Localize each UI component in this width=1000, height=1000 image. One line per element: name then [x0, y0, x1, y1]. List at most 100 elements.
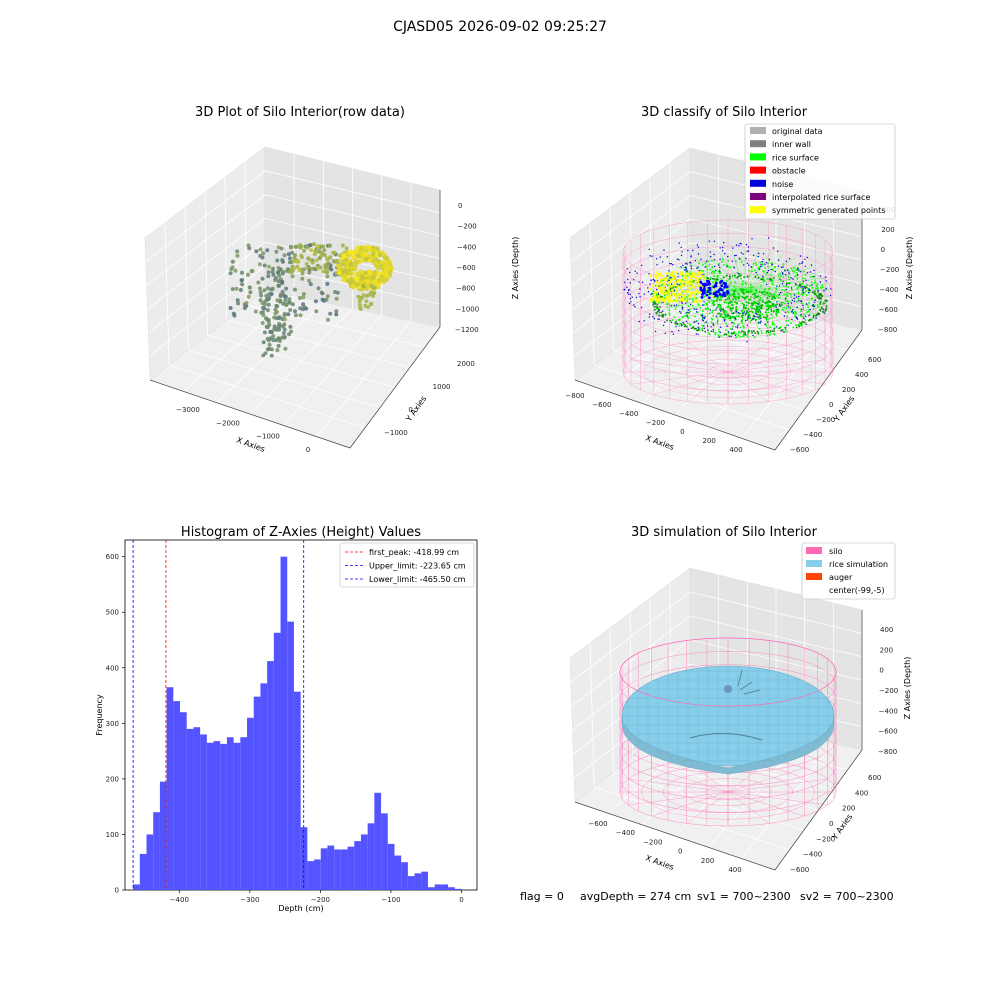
data-point: [292, 258, 297, 263]
rice-surface-point: [802, 307, 805, 309]
symmetric-point: [667, 298, 670, 302]
rice-surface-point: [747, 291, 750, 294]
noise-point: [676, 283, 679, 285]
noise-point: [809, 308, 811, 311]
symmetric-point: [694, 273, 697, 276]
noise-point: [713, 253, 715, 256]
histogram-bar: [213, 741, 221, 890]
rice-surface-point: [750, 296, 753, 298]
symmetric-point: [673, 293, 677, 296]
noise-point: [704, 266, 706, 268]
noise-point: [666, 256, 669, 258]
data-point: [372, 285, 377, 290]
data-point: [282, 317, 287, 322]
noise-point: [819, 281, 822, 283]
rice-surface-point: [743, 333, 745, 335]
rice-surface-point: [740, 319, 743, 322]
data-point: [302, 248, 307, 253]
noise-point: [634, 270, 636, 272]
histogram-bar: [300, 827, 308, 890]
rice-surface-point: [795, 324, 797, 327]
rice-surface-point: [761, 304, 764, 307]
rice-surface-point: [785, 324, 788, 327]
data-point: [228, 306, 233, 310]
rice-surface-point: [750, 302, 753, 305]
data-point: [313, 299, 318, 304]
data-point: [343, 274, 348, 280]
tick-label: 300: [106, 720, 119, 728]
noise-point: [639, 296, 641, 298]
noise-point: [805, 303, 808, 305]
noise-point: [729, 335, 731, 337]
data-point: [266, 270, 271, 275]
noise-point: [675, 304, 678, 306]
rice-surface-point: [729, 300, 732, 303]
rice-surface-point: [731, 275, 734, 277]
noise-point: [792, 308, 794, 311]
histogram-bar: [360, 834, 368, 890]
rice-surface-point: [767, 331, 770, 334]
noise-point: [784, 270, 786, 272]
rice-surface-point: [715, 278, 718, 281]
data-point: [335, 290, 340, 295]
noise-point: [808, 288, 810, 290]
data-point: [281, 331, 286, 336]
noise-point: [627, 293, 629, 295]
rice-surface-point: [747, 302, 750, 304]
rice-surface-point: [770, 313, 773, 316]
rice-surface-point: [719, 307, 722, 310]
wireframe-line: [653, 349, 729, 373]
rice-surface-point: [741, 316, 744, 319]
rice-surface-point: [711, 266, 714, 269]
rice-surface-point: [708, 332, 710, 335]
noise-point: [626, 286, 628, 288]
noise-point: [685, 268, 687, 270]
rice-surface-point: [780, 301, 783, 304]
rice-surface-point: [662, 316, 665, 318]
noise-point: [697, 253, 700, 255]
noise-point: [775, 326, 778, 328]
noise-point: [727, 331, 730, 333]
rice-surface-point: [698, 262, 700, 265]
noise-point: [804, 265, 806, 268]
rice-surface-point: [770, 277, 772, 280]
data-point: [334, 309, 339, 314]
data-point: [277, 339, 282, 343]
wireframe-line: [628, 791, 729, 806]
rice-surface-point: [656, 307, 659, 310]
panel2-title: 3D classify of Silo Interior: [641, 105, 808, 120]
rice-surface-point: [815, 294, 818, 297]
rice-surface-point: [761, 278, 764, 281]
data-point: [315, 244, 320, 249]
noise-point: [687, 328, 689, 331]
noise-point: [731, 328, 734, 330]
rice-surface-point: [737, 295, 740, 298]
data-point: [337, 270, 342, 276]
rice-surface-point: [784, 326, 787, 329]
rice-surface-point: [653, 305, 656, 308]
data-point: [345, 279, 351, 284]
wireframe-line: [727, 767, 805, 793]
rice-surface-point: [765, 332, 768, 334]
data-point: [369, 247, 374, 252]
rice-surface-point: [764, 301, 767, 304]
rice-surface-point: [707, 277, 710, 280]
data-point: [367, 269, 372, 274]
data-point: [358, 306, 363, 311]
noise-point: [724, 282, 728, 286]
rice-surface-point: [767, 262, 769, 265]
tick-label: −1000: [384, 429, 408, 437]
rice-surface-point: [765, 313, 768, 316]
rice-surface-point: [701, 327, 704, 330]
rice-surface-point: [754, 262, 757, 265]
symmetric-point: [675, 298, 679, 301]
noise-point: [696, 244, 699, 246]
panel1-title: 3D Plot of Silo Interior(row data): [195, 105, 405, 120]
rice-surface-point: [751, 311, 754, 314]
legend-swatch: [750, 179, 766, 187]
rice-surface-point: [762, 316, 765, 319]
rice-surface-point: [764, 311, 767, 314]
histogram-bar: [407, 876, 415, 890]
noise-point: [685, 302, 687, 304]
data-point: [371, 291, 376, 296]
